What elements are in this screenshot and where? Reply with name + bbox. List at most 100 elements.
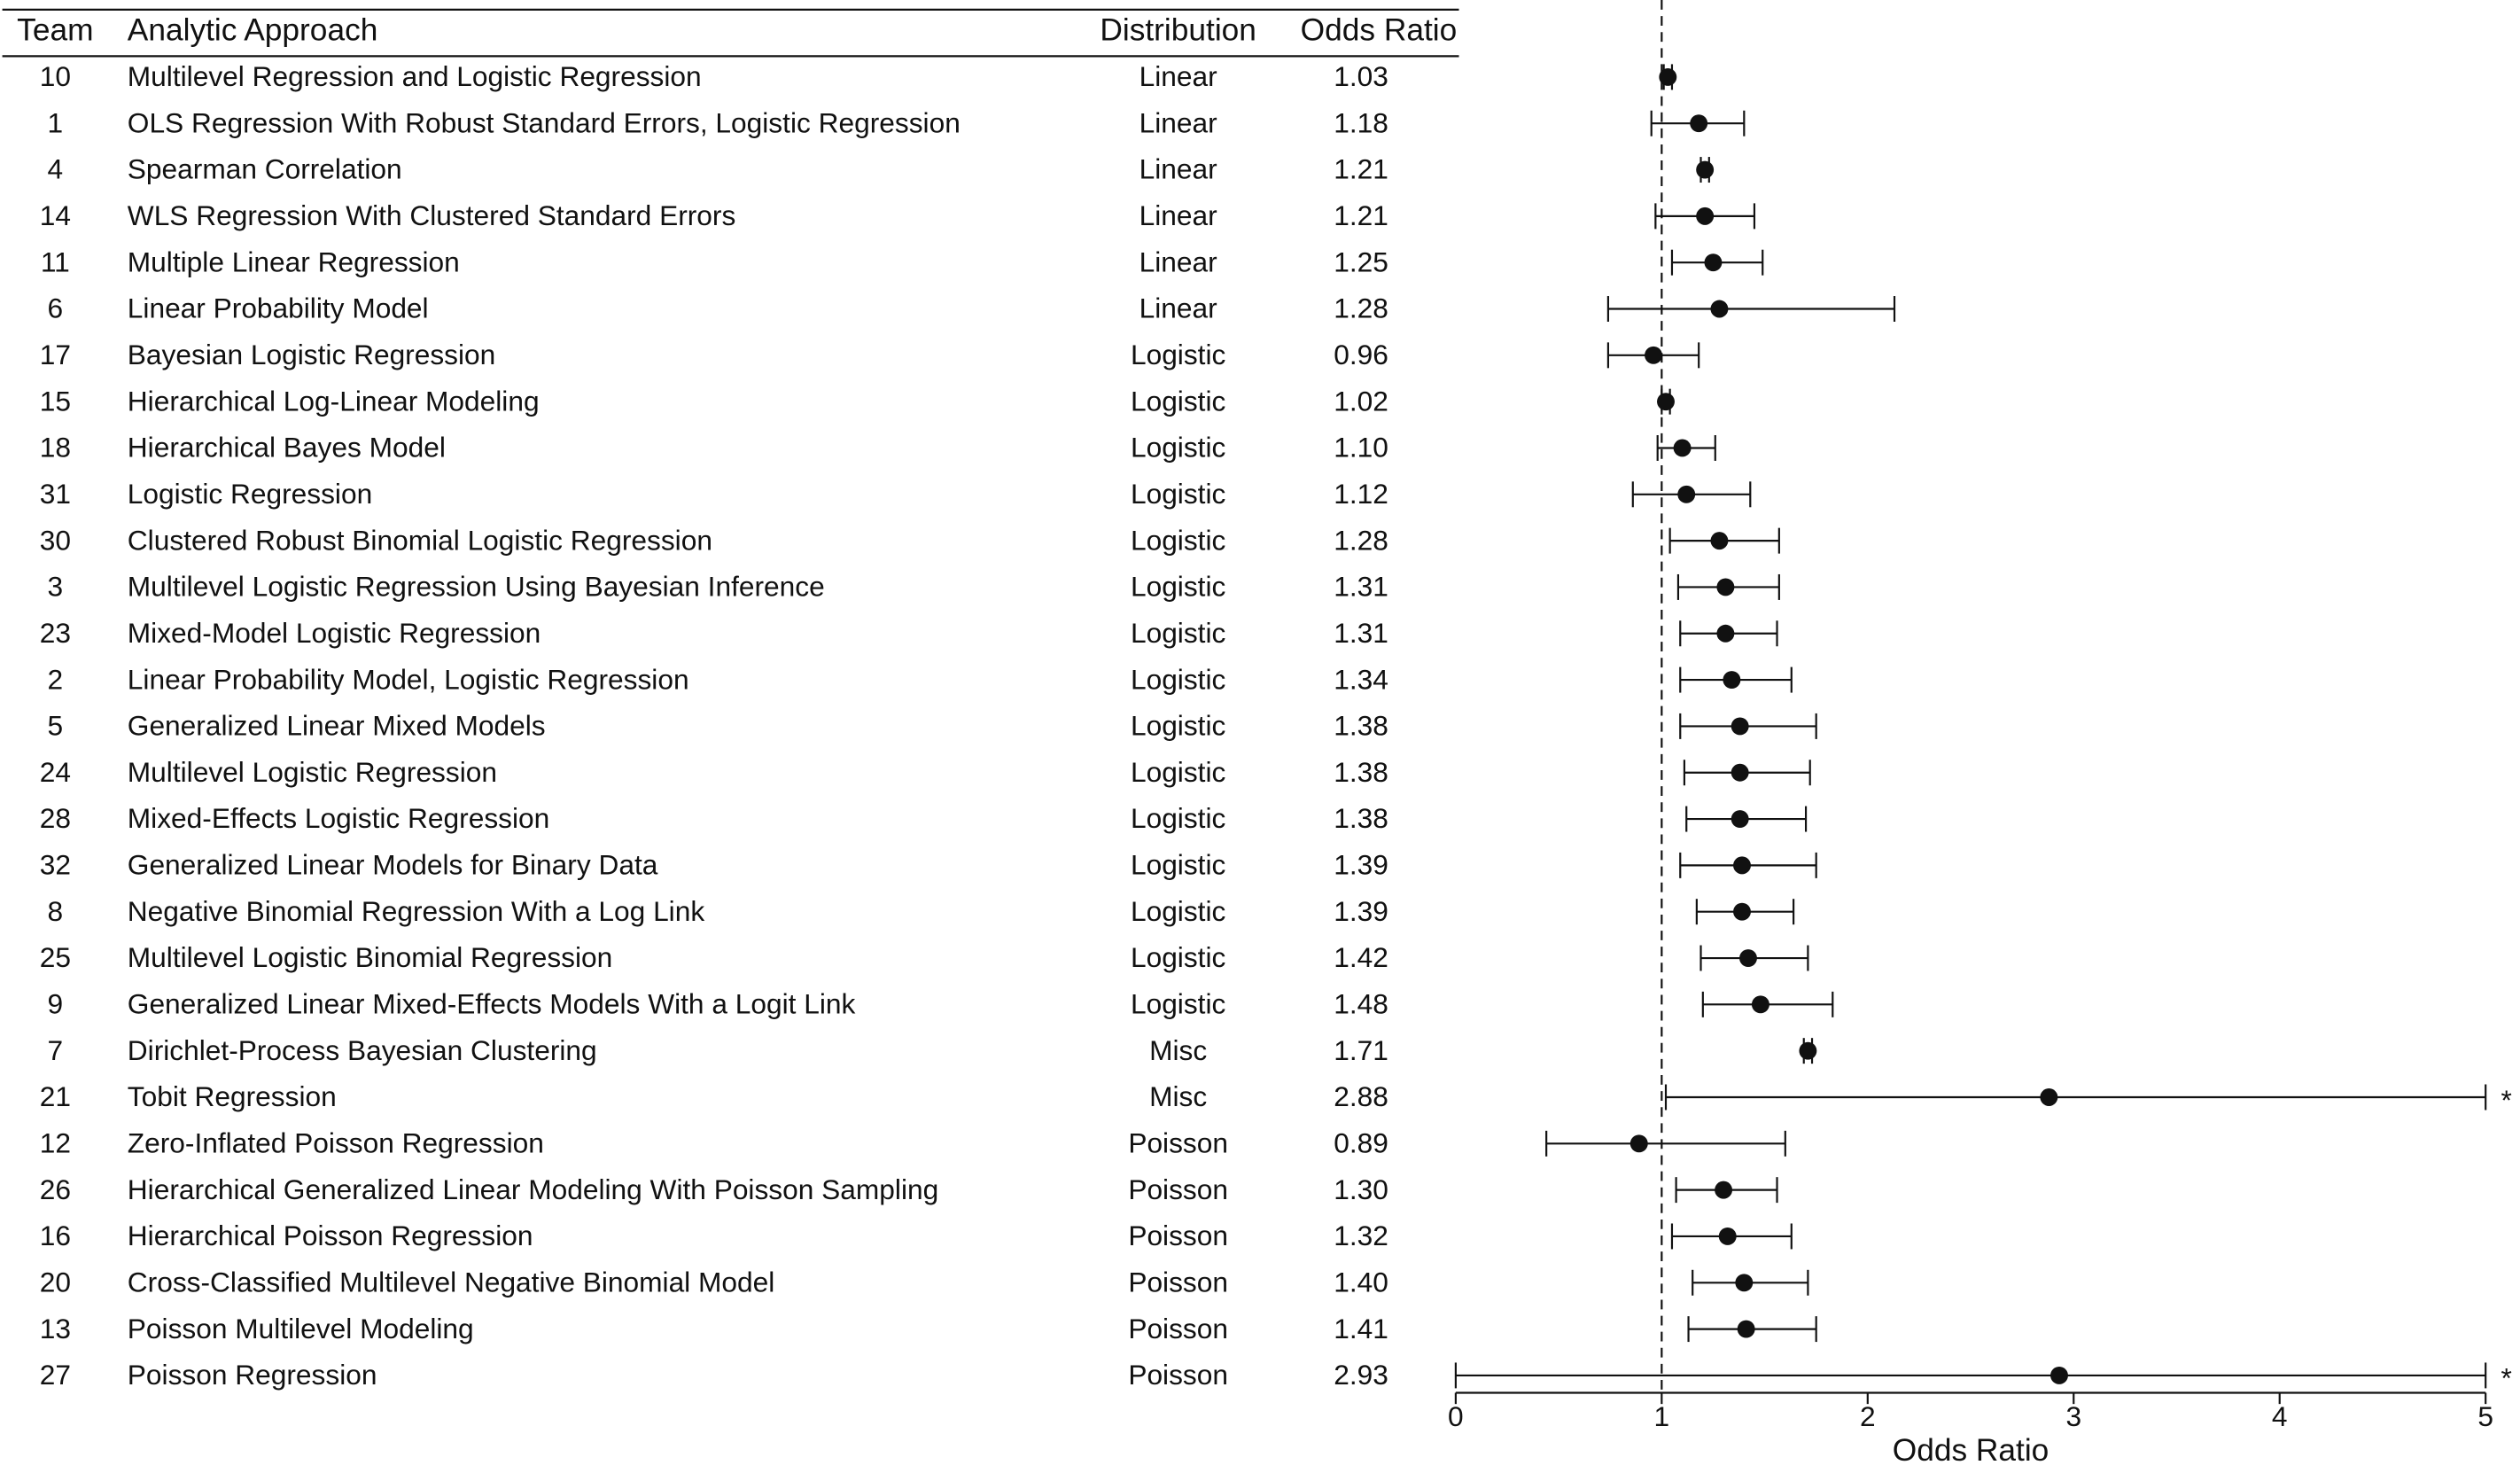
odds-ratio-label: 1.28 bbox=[1334, 524, 1388, 556]
odds-ratio-label: 1.12 bbox=[1334, 478, 1388, 510]
distribution: Linear bbox=[1139, 153, 1217, 185]
analytic-approach: Mixed-Effects Logistic Regression bbox=[128, 802, 549, 834]
team-number: 6 bbox=[48, 292, 64, 324]
team-number: 17 bbox=[40, 339, 71, 370]
analytic-approach: Multilevel Logistic Binomial Regression bbox=[128, 941, 612, 973]
analytic-approach: Dirichlet-Process Bayesian Clustering bbox=[128, 1034, 597, 1066]
analytic-approach: Negative Binomial Regression With a Log … bbox=[128, 895, 705, 927]
truncation-note: * bbox=[2501, 1084, 2512, 1116]
analytic-approach: Generalized Linear Mixed Models bbox=[128, 710, 546, 742]
analytic-approach: Spearman Correlation bbox=[128, 153, 402, 185]
analytic-approach: Multilevel Logistic Regression bbox=[128, 756, 497, 788]
odds-ratio-label: 1.41 bbox=[1334, 1313, 1388, 1344]
x-tick-label: 0 bbox=[1448, 1400, 1464, 1432]
analytic-approach: Tobit Regression bbox=[128, 1080, 337, 1112]
distribution: Logistic bbox=[1131, 802, 1225, 834]
odds-ratio-label: 0.89 bbox=[1334, 1126, 1388, 1158]
team-number: 2 bbox=[48, 663, 64, 695]
team-number: 11 bbox=[41, 246, 70, 277]
estimate-point bbox=[1723, 671, 1741, 690]
estimate-point bbox=[1657, 393, 1675, 411]
odds-ratio-label: 1.71 bbox=[1334, 1034, 1388, 1066]
distribution: Poisson bbox=[1128, 1359, 1228, 1391]
x-tick-label: 5 bbox=[2477, 1400, 2493, 1432]
team-number: 3 bbox=[48, 571, 64, 603]
odds-ratio-label: 1.31 bbox=[1334, 571, 1388, 603]
distribution: Misc bbox=[1149, 1080, 1207, 1112]
team-number: 10 bbox=[40, 60, 71, 92]
team-number: 27 bbox=[40, 1359, 71, 1391]
analytic-approach: Multilevel Logistic Regression Using Bay… bbox=[128, 571, 825, 603]
team-number: 16 bbox=[40, 1220, 71, 1251]
team-number: 14 bbox=[40, 199, 71, 231]
x-axis-title: Odds Ratio bbox=[1893, 1433, 2049, 1468]
analytic-approach: Linear Probability Model, Logistic Regre… bbox=[128, 663, 689, 695]
header-odds-ratio: Odds Ratio bbox=[1301, 13, 1458, 48]
odds-ratio-label: 2.93 bbox=[1334, 1359, 1388, 1391]
estimate-point bbox=[1645, 346, 1662, 364]
distribution: Linear bbox=[1139, 106, 1217, 138]
team-number: 7 bbox=[48, 1034, 64, 1066]
odds-ratio-label: 1.38 bbox=[1334, 802, 1388, 834]
distribution: Poisson bbox=[1128, 1266, 1228, 1298]
estimate-point bbox=[1673, 439, 1692, 457]
odds-ratio-label: 0.96 bbox=[1334, 339, 1388, 370]
odds-ratio-label: 1.25 bbox=[1334, 246, 1388, 277]
team-number: 28 bbox=[40, 802, 71, 834]
header-approach: Analytic Approach bbox=[128, 13, 378, 48]
analytic-approach: Hierarchical Generalized Linear Modeling… bbox=[128, 1173, 938, 1205]
odds-ratio-label: 1.10 bbox=[1334, 432, 1388, 464]
estimate-point bbox=[1715, 1181, 1733, 1199]
analytic-approach: WLS Regression With Clustered Standard E… bbox=[128, 199, 735, 231]
odds-ratio-label: 1.48 bbox=[1334, 988, 1388, 1020]
x-tick-label: 4 bbox=[2272, 1400, 2288, 1432]
odds-ratio-label: 1.31 bbox=[1334, 617, 1388, 649]
analytic-approach: Generalized Linear Mixed-Effects Models … bbox=[128, 988, 856, 1020]
estimate-point bbox=[1739, 949, 1757, 967]
team-number: 8 bbox=[48, 895, 64, 927]
analytic-approach: Clustered Robust Binomial Logistic Regre… bbox=[128, 524, 712, 556]
odds-ratio-label: 1.32 bbox=[1334, 1220, 1388, 1251]
analytic-approach: Hierarchical Log-Linear Modeling bbox=[128, 385, 540, 417]
distribution: Logistic bbox=[1131, 339, 1225, 370]
estimate-point bbox=[1718, 1228, 1737, 1245]
estimate-point bbox=[1733, 856, 1751, 875]
estimate-point bbox=[1704, 253, 1723, 272]
odds-ratio-label: 1.03 bbox=[1334, 60, 1388, 92]
header-team: Team bbox=[17, 13, 93, 48]
distribution: Logistic bbox=[1131, 895, 1225, 927]
distribution: Logistic bbox=[1131, 385, 1225, 417]
distribution: Poisson bbox=[1128, 1220, 1228, 1251]
team-number: 5 bbox=[48, 710, 64, 742]
team-number: 24 bbox=[40, 756, 71, 788]
team-number: 13 bbox=[40, 1313, 71, 1344]
team-number: 18 bbox=[40, 432, 71, 464]
distribution: Poisson bbox=[1128, 1173, 1228, 1205]
distribution: Poisson bbox=[1128, 1126, 1228, 1158]
truncation-note: * bbox=[2501, 1362, 2512, 1394]
distribution: Logistic bbox=[1131, 571, 1225, 603]
estimate-point bbox=[1731, 763, 1749, 782]
odds-ratio-label: 1.38 bbox=[1334, 710, 1388, 742]
x-tick-label: 1 bbox=[1654, 1400, 1670, 1432]
analytic-approach: Generalized Linear Models for Binary Dat… bbox=[128, 849, 658, 881]
odds-ratio-label: 1.39 bbox=[1334, 895, 1388, 927]
odds-ratio-label: 1.40 bbox=[1334, 1266, 1388, 1298]
analytic-approach: Logistic Regression bbox=[128, 478, 372, 510]
analytic-approach: Poisson Regression bbox=[128, 1359, 377, 1391]
odds-ratio-label: 1.18 bbox=[1334, 106, 1388, 138]
distribution: Logistic bbox=[1131, 617, 1225, 649]
distribution: Logistic bbox=[1131, 849, 1225, 881]
analytic-approach: Hierarchical Bayes Model bbox=[128, 432, 446, 464]
analytic-approach: Multiple Linear Regression bbox=[128, 246, 460, 277]
estimate-point bbox=[1629, 1134, 1648, 1153]
team-number: 15 bbox=[40, 385, 71, 417]
distribution: Linear bbox=[1139, 246, 1217, 277]
odds-ratio-label: 1.30 bbox=[1334, 1173, 1388, 1205]
estimate-point bbox=[2050, 1366, 2068, 1384]
distribution: Poisson bbox=[1128, 1313, 1228, 1344]
odds-ratio-label: 1.21 bbox=[1334, 153, 1388, 185]
estimate-point bbox=[1735, 1274, 1754, 1292]
